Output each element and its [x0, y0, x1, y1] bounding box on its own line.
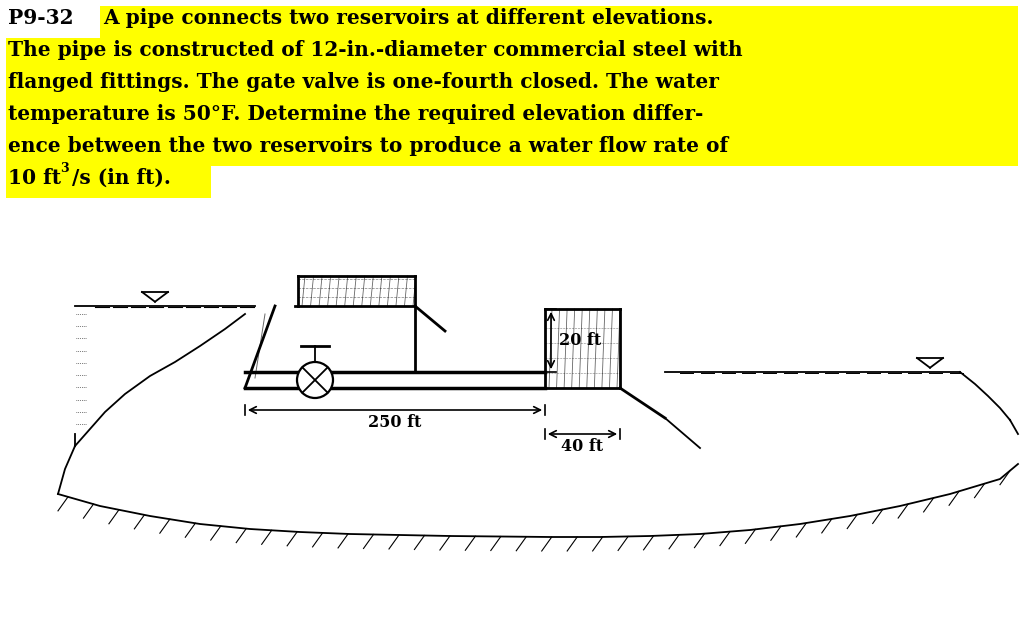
Text: ence between the two reservoirs to produce a water flow rate of: ence between the two reservoirs to produ…: [8, 136, 728, 156]
Bar: [6, 134, 1018, 166]
Text: temperature is 50°F. Determine the required elevation differ-: temperature is 50°F. Determine the requi…: [8, 104, 703, 124]
Bar: [6, 70, 1018, 102]
Text: 20 ft: 20 ft: [559, 332, 601, 349]
Bar: [6, 166, 211, 198]
Text: /s (in ft).: /s (in ft).: [72, 168, 171, 188]
Text: 10 ft: 10 ft: [8, 168, 61, 188]
Text: P9-32: P9-32: [8, 8, 74, 28]
Text: A pipe connects two reservoirs at different elevations.: A pipe connects two reservoirs at differ…: [103, 8, 714, 28]
Bar: [6, 38, 1018, 70]
Text: flanged fittings. The gate valve is one-fourth closed. The water: flanged fittings. The gate valve is one-…: [8, 72, 719, 92]
Circle shape: [297, 362, 333, 398]
Bar: [100, 6, 1018, 38]
Text: 250 ft: 250 ft: [369, 414, 422, 431]
Text: 3: 3: [60, 162, 69, 175]
Text: 40 ft: 40 ft: [561, 438, 603, 455]
Text: The pipe is constructed of 12-in.-diameter commercial steel with: The pipe is constructed of 12-in.-diamet…: [8, 40, 742, 60]
Bar: [6, 102, 1018, 134]
